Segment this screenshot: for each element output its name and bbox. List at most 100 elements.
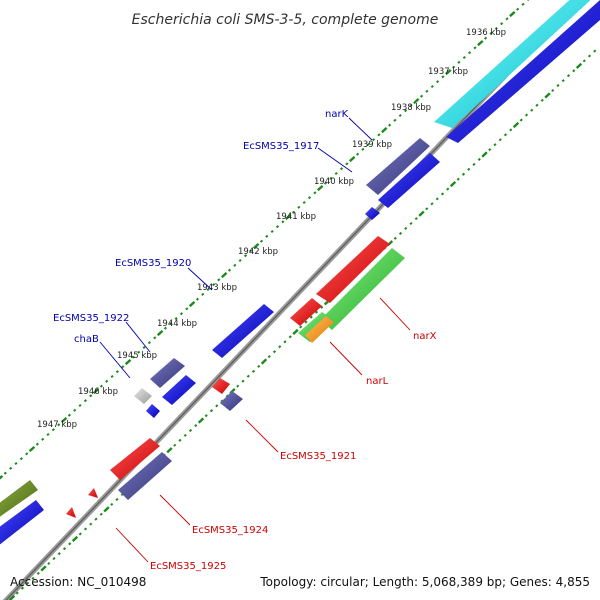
label-ecsms35-1920[interactable]: EcSMS35_1920 xyxy=(115,258,191,269)
tick-mark xyxy=(530,108,534,112)
genome-summary: Topology: circular; Length: 5,068,389 bp… xyxy=(259,575,590,589)
tick-mark xyxy=(115,497,119,502)
tick-mark xyxy=(83,399,87,403)
label-ecsms35-1924[interactable]: EcSMS35_1924 xyxy=(192,525,268,536)
tick-mark xyxy=(409,221,413,226)
tick-label: 1938 kbp xyxy=(391,103,431,113)
gene-narK[interactable] xyxy=(366,138,430,195)
tick-mark xyxy=(257,364,261,368)
gene-ecsms35-1922[interactable] xyxy=(150,358,185,388)
tick-mark xyxy=(468,51,472,55)
tick-mark xyxy=(110,374,114,379)
tick-mark xyxy=(121,365,125,369)
label-ecsms35-1917[interactable]: EcSMS35_1917 xyxy=(243,141,319,152)
label-narK[interactable]: narK xyxy=(325,109,349,120)
tick-mark xyxy=(99,384,103,388)
gene-ecsms35-1921-red[interactable] xyxy=(212,378,230,394)
tick-mark xyxy=(440,192,445,196)
tick-mark xyxy=(493,143,497,147)
tick-mark xyxy=(461,172,466,176)
tick-mark xyxy=(388,123,392,127)
tick-mark xyxy=(452,65,456,69)
tick-mark xyxy=(220,399,224,403)
tick-mark xyxy=(178,438,182,442)
tick-mark xyxy=(404,109,408,113)
tick-mark xyxy=(540,98,544,102)
gene-narX[interactable] xyxy=(320,248,405,330)
map-title: Escherichia coli SMS-3-5, complete genom… xyxy=(132,12,439,28)
tick-mark xyxy=(57,423,61,427)
tick-label: 1941 kbp xyxy=(276,212,316,222)
tick-mark xyxy=(185,307,189,311)
tick-mark xyxy=(41,437,45,441)
tick-mark xyxy=(393,118,397,122)
label-chaB[interactable]: chaB xyxy=(74,334,99,345)
tick-mark xyxy=(220,272,228,279)
gene-ecsms35-1925a[interactable] xyxy=(88,488,98,498)
gene-cyan[interactable] xyxy=(434,0,596,128)
tick-mark xyxy=(505,17,509,21)
tick-mark xyxy=(166,447,173,454)
tick-mark xyxy=(297,205,301,209)
tick-mark xyxy=(265,234,269,238)
gene-blue[interactable] xyxy=(446,0,600,143)
tick-mark xyxy=(498,138,502,142)
tick-mark xyxy=(519,118,523,122)
gene-ecsms35-1925[interactable] xyxy=(66,507,76,518)
tick-mark xyxy=(62,547,67,551)
tick-mark xyxy=(9,466,13,470)
tick-mark xyxy=(215,404,219,408)
outer-tick-track xyxy=(0,0,530,480)
gene-small-blue[interactable] xyxy=(365,207,380,220)
gene-narG-red[interactable] xyxy=(316,236,390,303)
gene-chaB[interactable] xyxy=(134,388,152,404)
tick-label: 1945 kbp xyxy=(117,351,157,361)
tick-mark xyxy=(217,278,221,282)
tick-mark xyxy=(131,355,135,359)
tick-mark xyxy=(14,461,18,466)
tick-mark xyxy=(467,167,471,171)
gene-navy[interactable] xyxy=(378,153,440,208)
tick-mark xyxy=(551,88,555,93)
tick-mark xyxy=(516,7,520,11)
tick-mark xyxy=(110,502,114,506)
label-ecsms35-1922[interactable]: EcSMS35_1922 xyxy=(53,313,129,324)
tick-mark xyxy=(313,191,317,195)
gene-olive[interactable] xyxy=(0,480,38,518)
tick-mark xyxy=(307,196,312,200)
tick-mark xyxy=(425,89,429,93)
gene-small-blue-2[interactable] xyxy=(146,404,160,418)
label-narX[interactable]: narX xyxy=(413,331,437,342)
tick-mark xyxy=(47,561,51,566)
gene-ecsms35-1921[interactable] xyxy=(220,391,243,411)
gene-blue-1922b[interactable] xyxy=(162,375,196,405)
tick-mark xyxy=(377,133,381,137)
tick-mark xyxy=(73,408,77,412)
tick-mark xyxy=(267,354,271,359)
gene-blue-bottom[interactable] xyxy=(0,500,44,546)
label-ecsms35-1925[interactable]: EcSMS35_1925 xyxy=(150,561,226,572)
tick-mark xyxy=(46,432,50,437)
tick-mark xyxy=(124,359,132,366)
tick-mark xyxy=(275,225,280,229)
tick-mark xyxy=(227,268,232,272)
tick-mark xyxy=(393,236,397,240)
tick-mark xyxy=(15,591,19,595)
tick-mark xyxy=(26,581,30,585)
tick-mark xyxy=(484,36,488,40)
label-ecsms35-1921[interactable]: EcSMS35_1921 xyxy=(280,451,356,462)
gene-ecsms35-1924[interactable] xyxy=(118,452,172,500)
tick-label: 1943 kbp xyxy=(197,283,237,293)
tick-mark xyxy=(173,443,177,447)
label-narL[interactable]: narL xyxy=(366,376,389,387)
gene-ecsms35-1924-red[interactable] xyxy=(110,438,160,480)
tick-mark xyxy=(418,210,425,217)
gene-red-small[interactable] xyxy=(290,298,322,326)
tick-mark xyxy=(587,54,592,58)
tick-mark xyxy=(281,220,285,224)
gene-orange[interactable] xyxy=(305,316,334,343)
tick-mark xyxy=(51,428,55,432)
gene-ecsms35-1920[interactable] xyxy=(212,304,274,358)
tick-mark xyxy=(521,2,525,6)
